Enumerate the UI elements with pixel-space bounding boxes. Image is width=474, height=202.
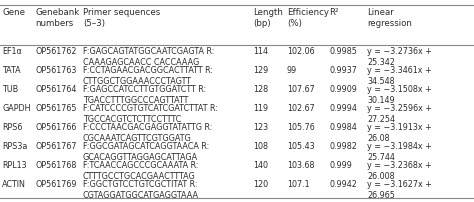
Text: F:CCCTAACGACGAGGTATATTG R:
CGCAAATCAGTTCGTGGATG: F:CCCTAACGACGAGGTATATTG R: CGCAAATCAGTTC… bbox=[83, 122, 212, 142]
Text: y = −3.3461x +
34.548: y = −3.3461x + 34.548 bbox=[367, 65, 432, 85]
Text: Primer sequences
(5–3): Primer sequences (5–3) bbox=[83, 8, 160, 28]
Text: Length
(bp): Length (bp) bbox=[254, 8, 283, 28]
Text: Gene: Gene bbox=[2, 8, 26, 17]
Text: OP561763: OP561763 bbox=[36, 65, 77, 74]
Text: TUB: TUB bbox=[2, 84, 18, 93]
Text: 0.9942: 0.9942 bbox=[329, 179, 357, 188]
Text: Efficiency
(%): Efficiency (%) bbox=[287, 8, 329, 28]
Text: F:GGCGATAGCATCAGGTAACA R:
GCACAGGTTAGGAGCATTAGA: F:GGCGATAGCATCAGGTAACA R: GCACAGGTTAGGAG… bbox=[83, 141, 209, 161]
Text: y = −3.2368x +
26.008: y = −3.2368x + 26.008 bbox=[367, 160, 432, 180]
Text: F:GGCTGTCCTGTCGCTITAT R:
CGTAGGATGGCATGAGGTAAA: F:GGCTGTCCTGTCGCTITAT R: CGTAGGATGGCATGA… bbox=[83, 179, 199, 199]
Text: ACTIN: ACTIN bbox=[2, 179, 26, 188]
Text: 103.68: 103.68 bbox=[287, 160, 314, 169]
Text: 102.06: 102.06 bbox=[287, 46, 314, 55]
Text: 0.9937: 0.9937 bbox=[329, 65, 357, 74]
Text: OP561768: OP561768 bbox=[36, 160, 77, 169]
Text: OP561765: OP561765 bbox=[36, 103, 77, 112]
Text: Linear
regression: Linear regression bbox=[367, 8, 412, 28]
Text: y = −3.2596x +
27.254: y = −3.2596x + 27.254 bbox=[367, 103, 432, 123]
Text: F:CCTAGAACGACGGCACTTATT R:
CTTGGCTGGAAACCCTAGTT: F:CCTAGAACGACGGCACTTATT R: CTTGGCTGGAAAC… bbox=[83, 65, 213, 85]
Text: y = −3.1984x +
25.744: y = −3.1984x + 25.744 bbox=[367, 141, 432, 161]
Text: 0.9984: 0.9984 bbox=[329, 122, 357, 131]
Text: TATA: TATA bbox=[2, 65, 21, 74]
Text: F:GAGCCATCCTTGTGGATCTT R:
TGACCTTTGGCCCAGTTATT: F:GAGCCATCCTTGTGGATCTT R: TGACCTTTGGCCCA… bbox=[83, 84, 206, 104]
Text: y = −3.1508x +
30.149: y = −3.1508x + 30.149 bbox=[367, 84, 432, 104]
Text: 119: 119 bbox=[254, 103, 269, 112]
Text: y = −3.1627x +
26.965: y = −3.1627x + 26.965 bbox=[367, 179, 432, 199]
Text: OP561762: OP561762 bbox=[36, 46, 77, 55]
Text: y = −3.2736x +
25.342: y = −3.2736x + 25.342 bbox=[367, 46, 432, 66]
Text: F:CATCCCCGTGTCATCGATCTTAT R:
TGCCACGTCTCTTCCTTTC: F:CATCCCCGTGTCATCGATCTTAT R: TGCCACGTCTC… bbox=[83, 103, 218, 123]
Text: 105.76: 105.76 bbox=[287, 122, 315, 131]
Text: OP561767: OP561767 bbox=[36, 141, 77, 150]
Text: 99: 99 bbox=[287, 65, 297, 74]
Text: F:GAGCAGTATGGCAATCGAGTA R:
CAAAGAGCAACC CACCAAAG: F:GAGCAGTATGGCAATCGAGTA R: CAAAGAGCAACC … bbox=[83, 46, 214, 66]
Text: 0.9982: 0.9982 bbox=[329, 141, 357, 150]
Text: RPS6: RPS6 bbox=[2, 122, 23, 131]
Text: 0.9994: 0.9994 bbox=[329, 103, 357, 112]
Text: 140: 140 bbox=[254, 160, 269, 169]
Text: 0.9985: 0.9985 bbox=[329, 46, 357, 55]
Text: EF1α: EF1α bbox=[2, 46, 22, 55]
Text: 114: 114 bbox=[254, 46, 269, 55]
Text: OP561766: OP561766 bbox=[36, 122, 77, 131]
Text: 108: 108 bbox=[254, 141, 269, 150]
Text: 107.1: 107.1 bbox=[287, 179, 310, 188]
Text: 105.43: 105.43 bbox=[287, 141, 314, 150]
Text: RPL13: RPL13 bbox=[2, 160, 27, 169]
Text: 128: 128 bbox=[254, 84, 269, 93]
Text: Genebank
numbers: Genebank numbers bbox=[36, 8, 80, 28]
Text: y = −3.1913x +
26.08: y = −3.1913x + 26.08 bbox=[367, 122, 432, 142]
Text: OP561764: OP561764 bbox=[36, 84, 77, 93]
Text: R²: R² bbox=[329, 8, 339, 17]
Text: 120: 120 bbox=[254, 179, 269, 188]
Text: GAPDH: GAPDH bbox=[2, 103, 31, 112]
Text: 123: 123 bbox=[254, 122, 269, 131]
Text: OP561769: OP561769 bbox=[36, 179, 77, 188]
Text: 129: 129 bbox=[254, 65, 269, 74]
Text: 102.67: 102.67 bbox=[287, 103, 315, 112]
Text: 107.67: 107.67 bbox=[287, 84, 315, 93]
Text: RPS3a: RPS3a bbox=[2, 141, 28, 150]
Text: F:TCAACCAGCCCGCAAATA R:
CTTTGCCTGCACGAACTTTAG: F:TCAACCAGCCCGCAAATA R: CTTTGCCTGCACGAAC… bbox=[83, 160, 199, 180]
Text: 0.9909: 0.9909 bbox=[329, 84, 357, 93]
Text: 0.999: 0.999 bbox=[329, 160, 352, 169]
